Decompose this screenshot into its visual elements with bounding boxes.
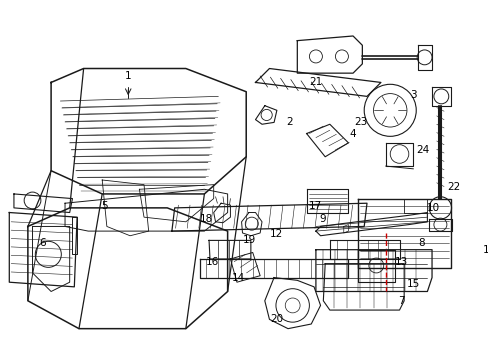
Text: 21: 21 — [308, 77, 322, 87]
Text: 2: 2 — [286, 117, 293, 127]
Text: 13: 13 — [394, 257, 407, 267]
Text: 22: 22 — [446, 183, 459, 193]
Text: 1: 1 — [124, 71, 131, 81]
Text: 3: 3 — [409, 90, 416, 99]
Text: 16: 16 — [206, 257, 219, 267]
Text: 8: 8 — [418, 238, 424, 248]
Text: 7: 7 — [397, 296, 404, 306]
Text: 10: 10 — [426, 203, 439, 213]
Text: 4: 4 — [349, 129, 356, 139]
Text: 18: 18 — [199, 214, 212, 224]
Text: 23: 23 — [353, 117, 366, 127]
Text: 24: 24 — [415, 145, 428, 155]
Text: 19: 19 — [242, 235, 255, 246]
Text: 5: 5 — [101, 201, 107, 211]
Text: 17: 17 — [308, 201, 322, 211]
Text: 9: 9 — [319, 214, 325, 224]
Text: 20: 20 — [270, 314, 283, 324]
Text: 14: 14 — [232, 273, 245, 283]
Text: 11: 11 — [482, 245, 488, 255]
Text: 6: 6 — [40, 238, 46, 248]
Text: 12: 12 — [270, 229, 283, 239]
Text: 15: 15 — [406, 279, 419, 289]
